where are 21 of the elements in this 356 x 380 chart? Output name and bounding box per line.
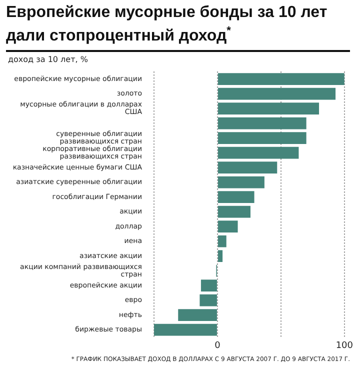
bar — [218, 132, 306, 144]
bar — [218, 250, 223, 262]
bar — [218, 117, 306, 130]
x-tick-label: 100 — [336, 340, 354, 351]
bar — [154, 324, 217, 336]
bar — [218, 206, 250, 218]
bar — [218, 162, 278, 174]
bar — [178, 309, 217, 321]
x-tick-label: 0 — [214, 340, 221, 351]
bar — [200, 280, 217, 292]
bar — [218, 102, 320, 114]
text: доход за 10 лет, % — [8, 55, 88, 64]
bar — [218, 220, 238, 232]
bar — [218, 146, 299, 159]
bar — [218, 73, 344, 85]
bar — [218, 176, 264, 188]
bar — [218, 191, 254, 203]
chart-title: Европейские мусорные бонды за 10 лет дали стопроцентный доход$^{*}$ — [6, 3, 350, 52]
bar — [218, 88, 336, 100]
bar — [200, 294, 217, 306]
bar — [218, 235, 226, 248]
